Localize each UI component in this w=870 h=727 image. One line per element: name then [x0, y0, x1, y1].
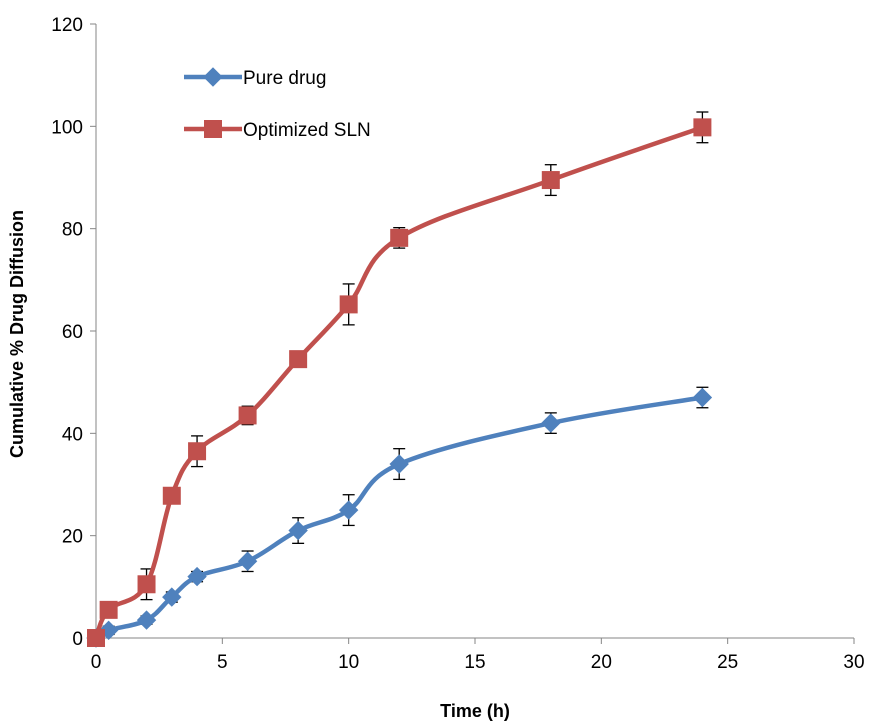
data-point	[162, 587, 182, 607]
y-tick-label: 100	[51, 117, 83, 138]
x-tick-label: 10	[338, 652, 359, 673]
y-tick-label: 20	[62, 527, 83, 548]
series-optimized-sln	[87, 111, 712, 647]
y-tick-label: 40	[62, 424, 83, 445]
data-point	[87, 629, 105, 647]
y-tick-label: 120	[51, 15, 83, 36]
data-point	[136, 610, 157, 630]
data-point	[338, 500, 359, 520]
data-point	[99, 600, 118, 619]
y-tick-label: 60	[62, 322, 83, 343]
legend-item: Pure drug	[184, 67, 326, 89]
data-point	[389, 454, 409, 474]
data-point	[541, 413, 561, 433]
data-point	[162, 486, 181, 505]
data-point	[541, 171, 560, 190]
legend-label: Optimized SLN	[243, 120, 371, 141]
data-point	[137, 575, 156, 594]
x-axis-title: Time (h)	[440, 701, 510, 721]
legend: Pure drug Optimized SLN	[184, 67, 371, 141]
data-point	[237, 551, 258, 571]
legend-marker	[203, 67, 223, 87]
data-point	[238, 406, 257, 425]
data-point	[187, 566, 207, 587]
y-tick-label: 0	[72, 629, 83, 650]
series-line	[94, 395, 703, 640]
series-layer	[86, 111, 713, 648]
data-point	[288, 520, 308, 541]
data-point	[188, 442, 207, 461]
x-tick-label: 15	[464, 652, 485, 673]
x-tick-label: 5	[217, 652, 228, 673]
x-tick-label: 25	[717, 652, 738, 673]
series-line	[93, 125, 704, 639]
data-point	[289, 350, 308, 369]
data-point	[390, 228, 409, 247]
axes: 0 20 40 60 80 100 120 0 5 10 15 20 25 30	[51, 15, 864, 673]
legend-label: Pure drug	[243, 68, 326, 89]
x-tick-label: 30	[843, 652, 864, 673]
y-axis-title: Cumulative % Drug Diffusion	[7, 210, 27, 458]
y-tick-label: 80	[62, 220, 83, 241]
legend-marker	[204, 120, 222, 138]
data-point	[339, 295, 358, 314]
x-tick-label: 0	[91, 652, 102, 673]
data-point	[692, 387, 713, 408]
x-tick-label: 20	[591, 652, 612, 673]
data-point	[693, 118, 712, 137]
legend-item: Optimized SLN	[184, 120, 371, 141]
series-pure-drug	[86, 386, 713, 648]
